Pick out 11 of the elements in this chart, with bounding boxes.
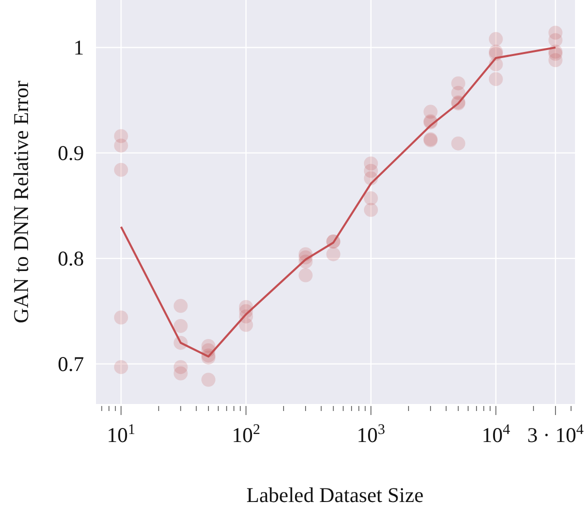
x-tick-label: 10$^{2}$ (232, 422, 260, 447)
x-tick-label: 3 · 10$^{4}$ (527, 422, 584, 447)
x-axis-title: Labeled Dataset Size (246, 483, 424, 507)
x-tick-label: 10$^{4}$ (482, 422, 511, 447)
y-tick-label: 0.7 (58, 352, 84, 376)
x-tick-label: 10$^{3}$ (356, 422, 386, 447)
y-axis-title: GAN to DNN Relative Error (9, 80, 33, 324)
y-tick-label: 0.9 (58, 140, 84, 165)
y-tick-label: 1 (74, 35, 84, 60)
y-tick-label: 0.8 (58, 246, 84, 270)
x-tick-label: 10$^{1}$ (106, 422, 136, 447)
